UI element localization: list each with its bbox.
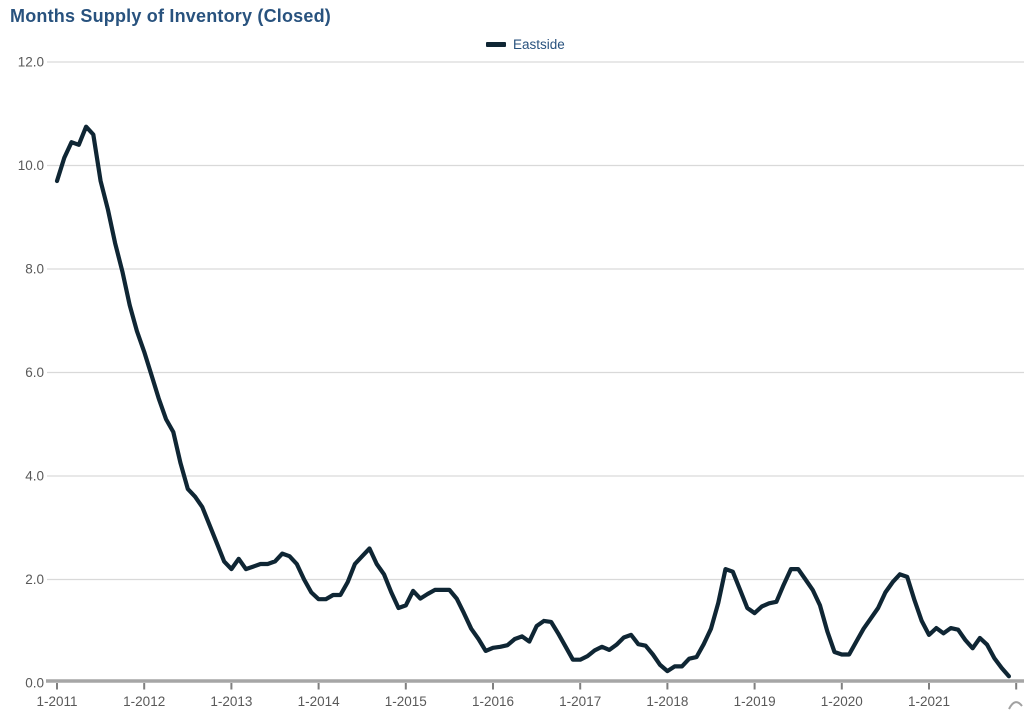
- x-axis-tick-label: 1-2017: [559, 694, 601, 709]
- x-axis-tick-label: 1-2020: [821, 694, 863, 709]
- x-axis-tick-label: 1-2019: [734, 694, 776, 709]
- x-axis-tick-label: 1-2015: [385, 694, 427, 709]
- cut-off-artifact: [1008, 701, 1023, 710]
- x-axis-tick-label: 1-2021: [908, 694, 950, 709]
- legend: Eastside: [486, 37, 565, 52]
- y-axis-tick-label: 2.0: [25, 572, 44, 587]
- x-axis-tick-label: 1-2018: [646, 694, 688, 709]
- data-line-eastside: [54, 124, 1012, 679]
- x-axis-tick-label: 1-2012: [123, 694, 165, 709]
- chart-title: Months Supply of Inventory (Closed): [10, 6, 331, 26]
- legend-line-swatch: [486, 42, 506, 47]
- y-axis-tick-label: 4.0: [25, 469, 44, 484]
- y-axis-tick-label: 12.0: [18, 55, 44, 70]
- x-axis-tick-label: 1-2011: [36, 694, 77, 709]
- y-axis-tick-label: 10.0: [18, 158, 44, 173]
- x-axis-tick-label: 1-2014: [298, 694, 341, 709]
- x-axis-tick-label: 1-2016: [472, 694, 514, 709]
- y-axis-tick-label: 0.0: [25, 676, 44, 691]
- x-axis-tick-label: 1-2013: [210, 694, 252, 709]
- legend-label: Eastside: [513, 37, 565, 52]
- y-axis-tick-label: 6.0: [25, 365, 44, 380]
- y-axis-tick-label: 8.0: [25, 262, 44, 277]
